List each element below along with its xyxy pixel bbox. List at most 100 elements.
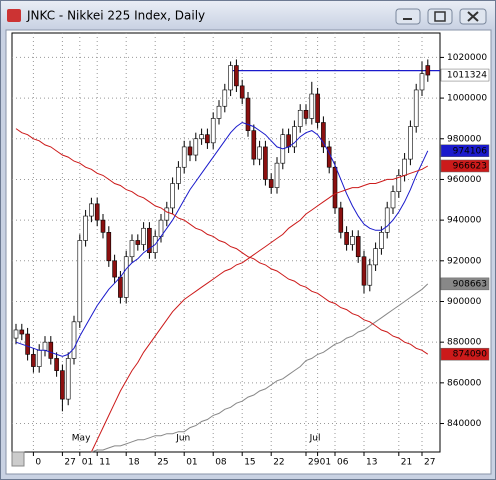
candle-body — [402, 158, 407, 176]
scroll-box[interactable] — [11, 451, 25, 467]
window-buttons[interactable] — [395, 8, 487, 25]
candle-body — [251, 130, 257, 160]
x-tick-label: 01 — [320, 458, 331, 468]
candle-body — [315, 93, 320, 123]
x-tick-label: 25 — [157, 458, 168, 468]
candle-body — [274, 162, 280, 188]
candle-body — [379, 232, 384, 249]
candle-body — [263, 146, 268, 180]
y-tick-label: 880000 — [447, 338, 482, 348]
x-tick-label: 15 — [244, 458, 255, 468]
candle-body — [396, 175, 402, 192]
candle-body — [193, 138, 199, 156]
candle-body — [332, 166, 338, 209]
candle-body — [89, 203, 94, 217]
candle-body — [118, 276, 123, 298]
value-box — [440, 68, 490, 82]
value-box-label: 1011324 — [447, 71, 487, 81]
month-label: Jun — [175, 434, 190, 444]
value-box-label: 966623 — [453, 161, 487, 171]
candle-body — [13, 329, 19, 339]
x-tick-label: 21 — [401, 458, 412, 468]
candle-body — [245, 97, 251, 131]
candle-body — [303, 109, 309, 119]
candle-body — [112, 260, 117, 278]
candle-body — [355, 236, 361, 258]
value-box-label: 874090 — [453, 350, 488, 360]
candle-body — [210, 118, 216, 144]
candle-body — [239, 85, 245, 99]
value-box — [440, 347, 490, 361]
candle-body — [228, 65, 233, 91]
candle-body — [129, 240, 135, 258]
candle-body — [222, 89, 228, 107]
candle-body — [181, 146, 187, 168]
y-tick-label: 860000 — [447, 378, 482, 388]
minimize-button[interactable] — [395, 8, 421, 25]
candle-body — [42, 341, 48, 351]
candle-body — [187, 146, 193, 156]
candle-body — [205, 134, 210, 144]
candle-body — [361, 256, 367, 286]
candle-body — [321, 122, 326, 148]
candle-body — [216, 105, 222, 119]
value-box-label: 908663 — [453, 279, 487, 289]
x-tick-label: 01 — [186, 458, 197, 468]
x-tick-label: 29 — [308, 458, 320, 468]
candle-body — [292, 126, 297, 148]
candle-body — [60, 370, 65, 400]
x-tick-label: 13 — [366, 458, 377, 468]
candle-body — [31, 354, 36, 367]
candle-body — [390, 191, 396, 209]
x-tick-label: 06 — [337, 458, 349, 468]
candle-body — [384, 207, 390, 233]
candle-body — [419, 73, 425, 91]
candle-body — [36, 350, 42, 367]
y-tick-label: 1000000 — [447, 94, 487, 104]
maximize-button[interactable] — [427, 8, 453, 25]
x-tick-label: 11 — [99, 458, 110, 468]
candle-body — [425, 65, 431, 76]
candle-body — [408, 126, 413, 160]
x-tick-label: 27 — [64, 458, 75, 468]
candle-body — [25, 333, 30, 355]
candle-body — [234, 65, 239, 87]
y-tick-label: 960000 — [447, 175, 482, 185]
candle-body — [373, 248, 378, 266]
value-box — [440, 144, 490, 158]
month-label: May — [72, 434, 91, 444]
candle-body — [77, 240, 83, 323]
candle-body — [268, 179, 274, 188]
moving-average-line — [15, 128, 429, 355]
candle-body — [94, 203, 100, 221]
candle-body — [83, 215, 88, 241]
plot: 840000 860000 880000 900000 920000 940000 9600… — [12, 33, 490, 468]
value-box — [440, 277, 490, 291]
close-icon — [467, 11, 479, 22]
candle-body — [297, 109, 303, 127]
candle-body — [123, 256, 129, 298]
maximize-icon — [434, 11, 446, 22]
candle-body — [286, 134, 291, 148]
x-tick-label: 08 — [215, 458, 227, 468]
y-tick-label: 920000 — [447, 256, 482, 266]
x-tick-label: 18 — [128, 458, 140, 468]
app-icon — [7, 9, 21, 22]
y-tick-label: 1020000 — [447, 53, 487, 63]
value-box — [440, 159, 490, 173]
x-tick-label: 01 — [82, 458, 93, 468]
x-tick-label: 27 — [424, 458, 435, 468]
candle-body — [71, 321, 77, 359]
candle-body — [19, 329, 25, 335]
month-label: Jul — [309, 434, 321, 444]
candle-body — [176, 166, 181, 184]
candle-body — [257, 146, 262, 160]
candle-body — [48, 341, 54, 359]
candle-body — [309, 93, 315, 119]
window-title: JNKC - Nikkei 225 Index, Daily — [26, 9, 205, 23]
moving-average-line — [91, 283, 429, 453]
moving-average-line — [15, 121, 429, 357]
x-tick-label: 0 — [35, 458, 41, 468]
candle-body — [135, 240, 141, 245]
